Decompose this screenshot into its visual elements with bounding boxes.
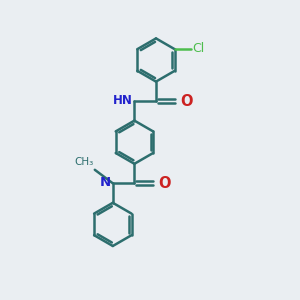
Text: CH₃: CH₃ [74,158,93,167]
Text: N: N [100,176,111,189]
Text: Cl: Cl [193,42,205,55]
Text: O: O [180,94,193,109]
Text: HN: HN [113,94,133,107]
Text: O: O [158,176,171,191]
